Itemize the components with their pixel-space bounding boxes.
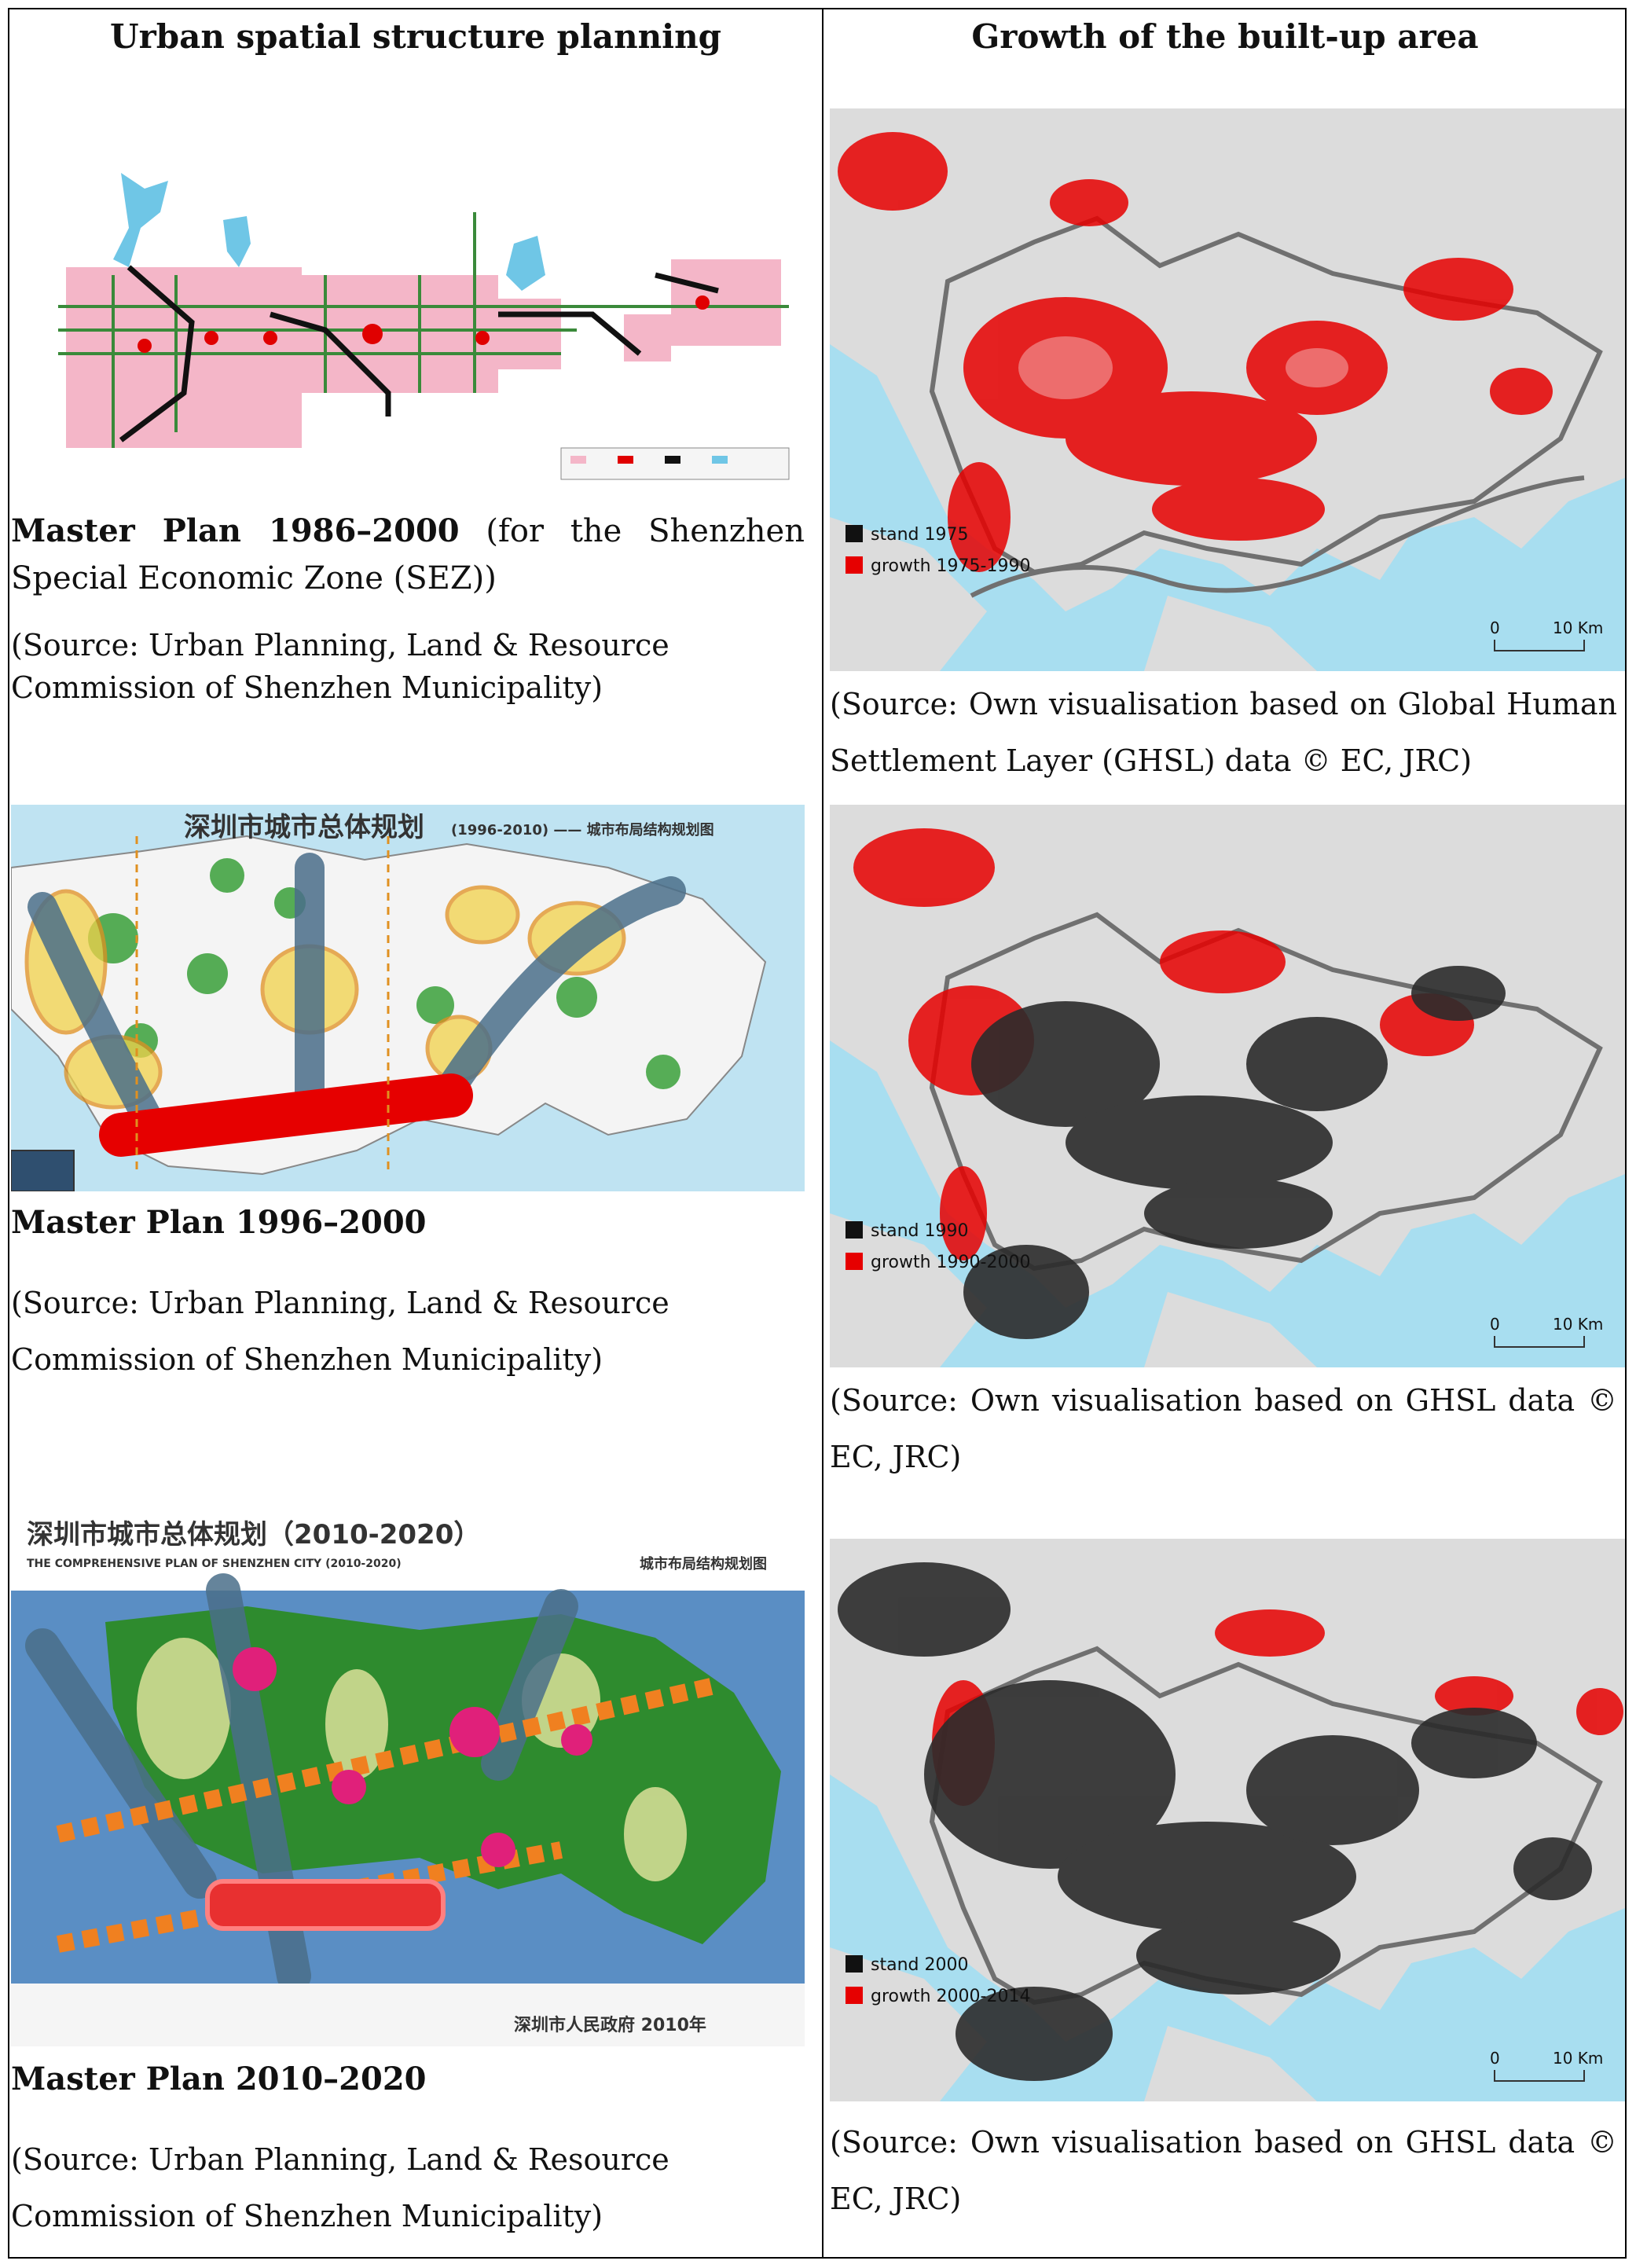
- column-divider: [822, 8, 824, 2259]
- plan-1986-source: (Source: Urban Planning, Land & Resource…: [11, 628, 669, 705]
- growth-map-1990: stand 1990 growth 1990-2000 0 10 Km: [830, 805, 1625, 1367]
- plan-2010-image: 深圳市城市总体规划（2010-2020） THE COMPREHENSIVE P…: [11, 1504, 805, 2046]
- plan-1986-image: [11, 157, 805, 487]
- plan-1996-map-subtitle: (1996-2010) —— 城市布局结构规划图: [451, 821, 714, 839]
- plan-2010-map-right: 城市布局结构规划图: [640, 1555, 767, 1573]
- scale-zero-1: 0: [1490, 618, 1500, 637]
- plan-1996-image: 深圳市城市总体规划 (1996-2010) —— 城市布局结构规划图: [11, 805, 805, 1191]
- header-right: Growth of the built-up area: [971, 17, 1479, 56]
- table-frame: [8, 8, 1627, 2259]
- growth-map-1975: stand 1975 growth 1975-1990 0 10 Km: [830, 108, 1625, 671]
- scale-km-3: 10 Km: [1553, 2049, 1603, 2068]
- plan-1996-source: (Source: Urban Planning, Land & Resource…: [11, 1286, 669, 1377]
- scale-zero-3: 0: [1490, 2049, 1500, 2068]
- legend-stand-2000: stand 2000: [871, 1955, 968, 1975]
- scale-zero-2: 0: [1490, 1315, 1500, 1334]
- legend-growth-2000: growth 2000-2014: [871, 1987, 1030, 2006]
- plan-2010-source: (Source: Urban Planning, Land & Resource…: [11, 2142, 669, 2233]
- scale-km-2: 10 Km: [1553, 1315, 1603, 1334]
- legend-growth-1975: growth 1975-1990: [871, 556, 1030, 576]
- legend-stand-1990: stand 1990: [871, 1221, 968, 1241]
- plan-1986-title: Master Plan 1986–2000: [11, 512, 460, 549]
- plan-2010-map-title: 深圳市城市总体规划（2010-2020）: [27, 1519, 480, 1551]
- header-left: Urban spatial structure planning: [109, 17, 722, 56]
- plan-2010-map-footer: 深圳市人民政府 2010年: [514, 2015, 706, 2035]
- plan-1996-caption: Master Plan 1996–2000: [11, 1199, 805, 1246]
- scale-km-1: 10 Km: [1553, 618, 1603, 637]
- growth-map-2000: stand 2000 growth 2000-2014 0 10 Km: [830, 1539, 1625, 2101]
- plan-2010-title: Master Plan 2010–2020: [11, 2061, 427, 2097]
- plan-2010-caption: Master Plan 2010–2020: [11, 2056, 805, 2103]
- legend-stand-1975: stand 1975: [871, 525, 968, 545]
- plan-1996-title: Master Plan 1996–2000: [11, 1204, 427, 1241]
- plan-1996-map-title: 深圳市城市总体规划: [184, 812, 424, 843]
- growth-2000-source: (Source: Own visualisation based on GHSL…: [830, 2125, 1617, 2216]
- plan-1986-subtitle: (for the Shenzhen Special Economic Zone …: [11, 513, 805, 596]
- growth-1975-source: (Source: Own visualisation based on Glob…: [830, 687, 1617, 778]
- plan-1986-caption: Master Plan 1986–2000 (for the Shenzhen …: [11, 508, 805, 602]
- legend-growth-1990: growth 1990-2000: [871, 1253, 1030, 1272]
- plan-2010-map-subtitle: THE COMPREHENSIVE PLAN OF SHENZHEN CITY …: [27, 1558, 402, 1570]
- growth-1990-source: (Source: Own visualisation based on GHSL…: [830, 1383, 1617, 1474]
